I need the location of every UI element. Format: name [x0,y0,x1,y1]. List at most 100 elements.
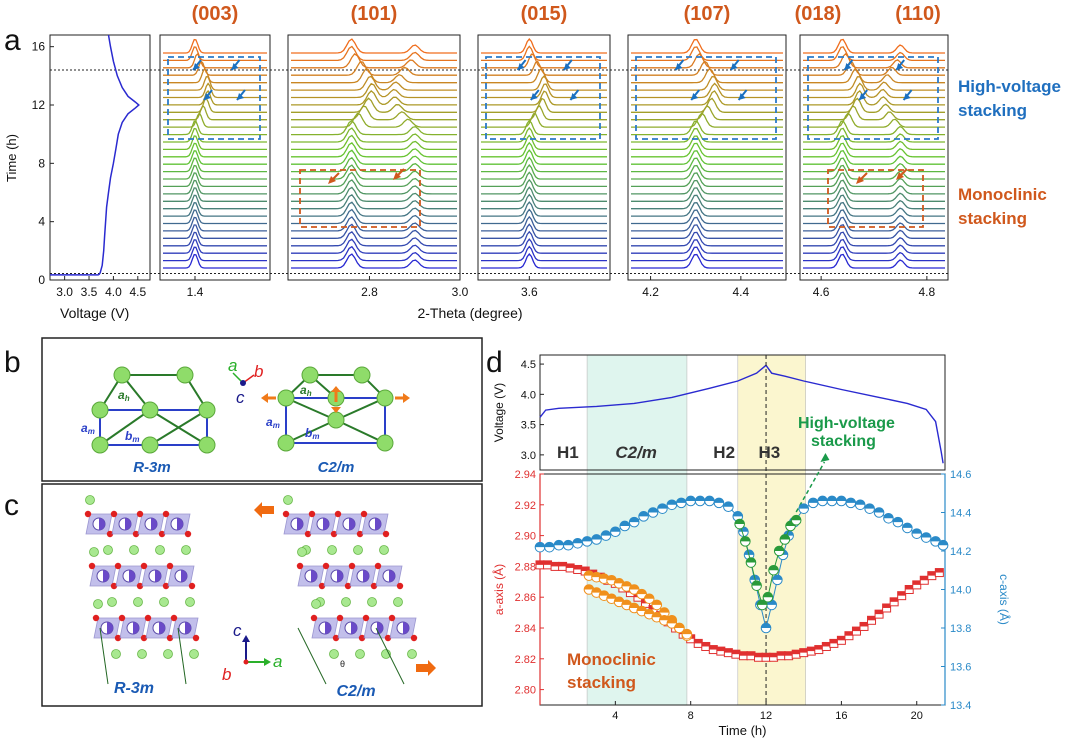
glide-arrow-right [416,660,436,676]
o-atom [162,582,170,590]
data-point-fill [591,534,602,540]
data-point-fill [584,584,594,590]
xrd-trace [291,68,457,84]
data-point-fill [774,546,785,551]
orange-arrowhead [856,176,864,184]
xrd-trace [291,90,457,106]
data-point-fill [860,622,868,627]
data-point-fill [610,526,621,532]
xrd-trace [481,149,607,165]
left-tick-label: 2.84 [515,623,536,635]
xrd-trace [803,179,945,195]
theta-label: θ [340,659,345,669]
xrd-trace [631,142,783,158]
data-point-fill [694,639,703,644]
o-atom [282,510,290,518]
o-atom [370,582,378,590]
li-atom [376,389,394,407]
data-point-fill [890,597,899,602]
li-atom [283,495,293,505]
xrd-trace [163,46,267,62]
xrd-trace [631,46,783,62]
o-atom [308,510,316,518]
xrd-trace [481,90,607,106]
tm-atom-half [129,570,135,582]
data-point-fill [667,500,677,505]
xrd-trace [481,156,607,173]
x-tick-label: 4.2 [642,285,659,299]
data-point-fill [817,496,828,501]
o-atom [310,614,318,622]
li-atom [393,597,403,607]
xrd-title: (015) [521,3,568,25]
li-atom [129,545,139,555]
o-atom [162,510,170,518]
xrd-trace [631,157,783,173]
data-point-fill [657,503,668,509]
xrd-trace [481,252,607,269]
li-atom [376,434,394,452]
xrd-trace [291,156,457,173]
blue-arrowhead [517,63,525,70]
xrd-trace [481,171,607,188]
xrd-trace [481,53,607,69]
data-point-fill [836,496,847,501]
xrd-trace [803,238,945,254]
o-atom [136,582,144,590]
o-atom [184,530,192,538]
data-point-fill [704,496,715,501]
li-atom [103,545,113,555]
c-axis-arrowhead [242,635,250,642]
x-tick-label: 4.0 [105,285,122,299]
li-atom [133,597,143,607]
xrd-trace [163,239,267,254]
xrd-trace [803,112,945,128]
panel-c-frame [41,483,483,707]
xrd-trace [481,208,607,225]
data-point-fill [682,629,692,635]
xrd-trace [631,120,783,136]
axis-c-label: c [236,388,245,407]
data-point-fill [543,560,552,565]
li-atom [353,545,363,555]
b-axis-dot [243,659,249,665]
data-point-fill [905,585,914,590]
data-point-fill [614,597,624,602]
blue-arrowhead [691,93,699,100]
data-point-fill [883,513,894,519]
xrd-trace [481,119,607,136]
blue-arrowhead [844,63,852,70]
right-tick-label: 14.6 [950,469,971,481]
o-atom [322,562,330,570]
tm-atom-half [349,518,355,530]
c2m-diag [335,419,386,444]
li-atom [277,389,295,407]
li-atom [198,401,216,419]
li-atom [181,545,191,555]
xrd-trace [803,82,945,99]
xrd-trace [631,231,783,247]
o-atom [106,530,114,538]
monoclinic-label-line2: stacking [958,209,1027,228]
xrd-trace [163,157,267,173]
xrd-trace [163,38,267,54]
tm-atom-half [351,622,357,634]
xrd-panel-101: 2.8 3.0 (101) [287,3,469,299]
r3m-bm-label: bm [125,429,139,444]
unit-cell-edge [375,627,405,685]
voltage-plot-frame [49,34,151,281]
data-point-fill [536,560,544,565]
xrd-trace [803,97,945,113]
xrd-trace [291,97,457,113]
y-tick-label: 3.5 [521,420,536,432]
c-axis-label: c-axis (Å) [997,574,1012,625]
two-theta-axis-label: 2-Theta (degree) [417,305,522,321]
axis-a-label: a [228,356,237,375]
voltage-frame [539,354,946,471]
o-atom [356,530,364,538]
data-point-fill [573,565,582,570]
left-tick-label: 2.94 [515,469,536,481]
o-atom [166,562,174,570]
data-point-fill [714,498,724,503]
o-atom [158,530,166,538]
